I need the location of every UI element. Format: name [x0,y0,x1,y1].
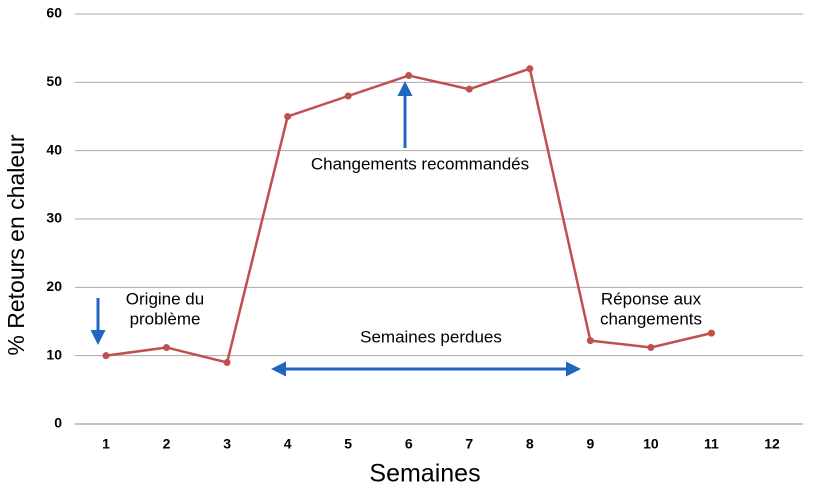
x-tick-label: 12 [764,436,780,452]
y-tick-label: 0 [54,415,62,431]
x-tick-label: 1 [102,436,110,452]
y-axis-label: % Retours en chaleur [3,134,29,356]
data-point [163,343,171,351]
x-tick-label: 6 [405,436,413,452]
annotation: Changements recommandés [311,154,529,173]
y-tick-label: 60 [46,5,62,21]
x-tick-label: 4 [284,436,292,452]
grid [75,13,803,425]
y-tick-label: 10 [46,346,62,362]
x-tick-label: 10 [643,436,659,452]
annotation: Origine du [126,289,204,308]
annotation: Semaines perdues [360,327,502,346]
x-tick-label: 7 [465,436,473,452]
data-point [586,337,594,345]
y-tick-label: 50 [46,73,62,89]
x-tick-label: 8 [526,436,534,452]
data-point [102,352,110,360]
x-tick-label: 9 [586,436,594,452]
data-point [526,65,534,73]
annotation: Réponse aux [601,289,702,308]
data-point [223,359,231,366]
data-point [344,92,352,100]
x-tick-label: 5 [344,436,352,452]
x-tick-label: 3 [223,436,231,452]
y-tick-label: 40 [46,141,62,157]
data-point [405,72,413,79]
y-tick-label: 20 [46,278,62,294]
data-point [707,329,715,337]
x-tick-label: 2 [163,436,171,452]
x-tick-label: 11 [704,436,719,452]
x-axis-label: Semaines [369,460,480,488]
annotation: problème [130,309,201,328]
y-tick-label: 30 [46,210,62,226]
data-point [647,343,655,351]
annotation: changements [600,309,702,328]
data-point [465,85,473,93]
data-point [284,113,292,120]
